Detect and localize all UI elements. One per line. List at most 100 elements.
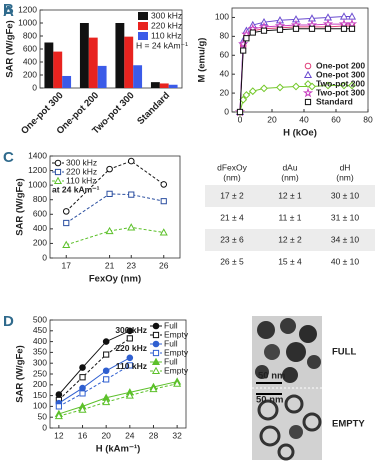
marker bbox=[324, 25, 332, 32]
panel-label: B bbox=[3, 1, 14, 18]
y-tick-label: 400 bbox=[33, 336, 47, 346]
marker bbox=[276, 26, 284, 33]
marker bbox=[128, 191, 135, 198]
marker bbox=[160, 198, 167, 205]
marker bbox=[79, 364, 86, 371]
marker bbox=[152, 340, 160, 348]
y-tick-label: 80 bbox=[220, 31, 230, 41]
legend-label: Two-pot 200 bbox=[316, 78, 365, 88]
x-tick-label: 0 bbox=[238, 114, 243, 124]
marker bbox=[324, 81, 332, 90]
table-cell: 23 ± 6 bbox=[220, 234, 244, 244]
marker bbox=[79, 384, 86, 392]
bar bbox=[159, 83, 169, 88]
y-tick-label: 250 bbox=[33, 368, 47, 378]
table-cell: 17 ± 2 bbox=[220, 190, 244, 200]
marker bbox=[125, 391, 134, 399]
legend-label: 300 kHz bbox=[151, 10, 182, 20]
y-axis-label: M (emu/g) bbox=[197, 38, 208, 83]
legend-label: Full bbox=[164, 338, 178, 348]
marker bbox=[340, 25, 348, 32]
marker bbox=[242, 91, 251, 99]
table-cell: 11 ± 1 bbox=[279, 212, 302, 222]
table-cell: 34 ± 10 bbox=[331, 234, 360, 244]
marker bbox=[348, 81, 356, 90]
panel-label: C bbox=[3, 149, 14, 166]
x-tick-label: 60 bbox=[331, 114, 341, 124]
series-line bbox=[65, 160, 165, 212]
x-tick-label: 80 bbox=[363, 114, 373, 124]
bar bbox=[150, 82, 160, 88]
legend-label: Empty bbox=[164, 365, 189, 375]
marker bbox=[53, 176, 63, 185]
bar bbox=[97, 65, 107, 88]
y-tick-label: 200 bbox=[33, 379, 47, 389]
marker bbox=[151, 357, 161, 366]
marker bbox=[260, 27, 268, 34]
scale-bar-label: 50 nm bbox=[256, 395, 283, 406]
y-tick-label: 1000 bbox=[18, 17, 37, 27]
bar bbox=[88, 37, 98, 88]
group-label: 110 kHz bbox=[116, 361, 147, 371]
series-line bbox=[58, 357, 131, 404]
x-tick-label: 32 bbox=[172, 430, 182, 440]
table-header-unit: (nm) bbox=[223, 172, 241, 182]
y-tick-label: 800 bbox=[23, 30, 37, 40]
marker bbox=[304, 62, 312, 70]
panel-label: A bbox=[3, 3, 14, 20]
table-cell: 31 ± 10 bbox=[331, 212, 360, 222]
table-header-unit: (nm) bbox=[336, 172, 354, 182]
table-row bbox=[205, 251, 375, 273]
series-line bbox=[58, 364, 131, 407]
legend-label: Full bbox=[164, 320, 178, 330]
marker bbox=[79, 374, 86, 381]
marker bbox=[248, 87, 257, 96]
marker bbox=[62, 240, 71, 248]
series-line bbox=[58, 381, 178, 415]
series-line bbox=[65, 193, 164, 224]
table-row bbox=[205, 185, 375, 207]
x-tick-label: 40 bbox=[299, 114, 309, 124]
y-tick-label: 450 bbox=[33, 325, 47, 335]
legend-label: 300 kHz bbox=[66, 157, 97, 167]
y-tick-label: 20 bbox=[220, 87, 230, 97]
marker bbox=[102, 338, 110, 345]
marker bbox=[322, 18, 334, 29]
y-tick-label: 60 bbox=[220, 50, 230, 60]
marker bbox=[240, 47, 247, 54]
marker bbox=[102, 397, 111, 406]
marker bbox=[54, 411, 63, 420]
y-tick-label: 600 bbox=[33, 209, 47, 219]
y-tick-label: 0 bbox=[42, 422, 47, 432]
marker bbox=[63, 219, 70, 227]
y-tick-label: 50 bbox=[38, 411, 48, 421]
marker bbox=[126, 362, 133, 369]
marker bbox=[292, 25, 300, 32]
x-tick-label: 20 bbox=[101, 430, 111, 440]
y-tick-label: 400 bbox=[33, 223, 47, 233]
marker bbox=[243, 35, 250, 42]
bar bbox=[168, 84, 178, 88]
table-cell: 21 ± 4 bbox=[220, 212, 244, 222]
x-tick-label: 12 bbox=[54, 430, 64, 440]
series-line bbox=[66, 226, 164, 246]
table-header-unit: (nm) bbox=[281, 172, 299, 182]
bar bbox=[44, 42, 54, 88]
x-axis-label: H (kAm⁻¹) bbox=[96, 444, 141, 455]
x-tick-label: 26 bbox=[159, 260, 169, 270]
marker bbox=[348, 25, 356, 32]
marker bbox=[160, 181, 168, 188]
marker bbox=[238, 38, 249, 49]
legend-swatch bbox=[138, 12, 148, 20]
x-tick-label: 24 bbox=[125, 430, 135, 440]
bar bbox=[79, 23, 89, 88]
legend-label: Full bbox=[164, 356, 178, 366]
image-label: EMPTY bbox=[332, 419, 365, 430]
marker bbox=[302, 87, 314, 98]
marker bbox=[260, 84, 268, 93]
series-line bbox=[58, 383, 178, 417]
y-axis-label: SAR (W/gFe) bbox=[15, 178, 26, 236]
legend-label: 110 kHz bbox=[66, 175, 97, 185]
marker bbox=[159, 228, 168, 236]
